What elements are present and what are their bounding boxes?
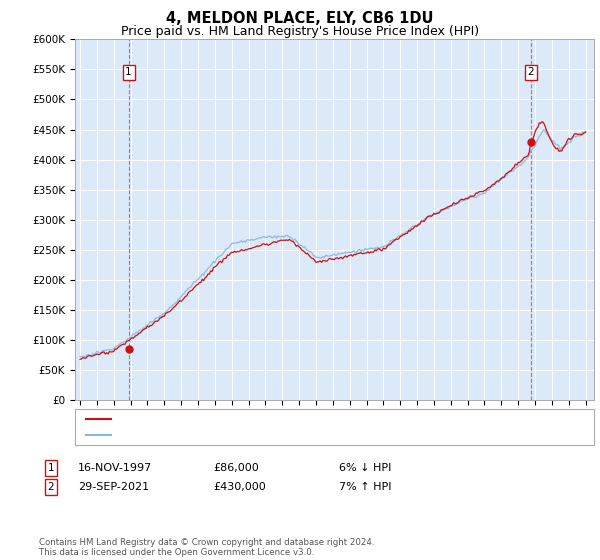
Text: 7% ↑ HPI: 7% ↑ HPI — [339, 482, 391, 492]
Text: Contains HM Land Registry data © Crown copyright and database right 2024.
This d: Contains HM Land Registry data © Crown c… — [39, 538, 374, 557]
Text: HPI: Average price, detached house, East Cambridgeshire: HPI: Average price, detached house, East… — [116, 430, 418, 440]
Text: 4, MELDON PLACE, ELY, CB6 1DU: 4, MELDON PLACE, ELY, CB6 1DU — [166, 11, 434, 26]
Text: 1: 1 — [47, 463, 55, 473]
Text: 16-NOV-1997: 16-NOV-1997 — [78, 463, 152, 473]
Text: 6% ↓ HPI: 6% ↓ HPI — [339, 463, 391, 473]
Text: £430,000: £430,000 — [213, 482, 266, 492]
Text: 2: 2 — [47, 482, 55, 492]
Text: 1: 1 — [125, 67, 132, 77]
Text: 29-SEP-2021: 29-SEP-2021 — [78, 482, 149, 492]
Text: 2: 2 — [527, 67, 534, 77]
Text: 4, MELDON PLACE, ELY, CB6 1DU (detached house): 4, MELDON PLACE, ELY, CB6 1DU (detached … — [116, 414, 382, 424]
Text: £86,000: £86,000 — [213, 463, 259, 473]
Text: Price paid vs. HM Land Registry's House Price Index (HPI): Price paid vs. HM Land Registry's House … — [121, 25, 479, 38]
